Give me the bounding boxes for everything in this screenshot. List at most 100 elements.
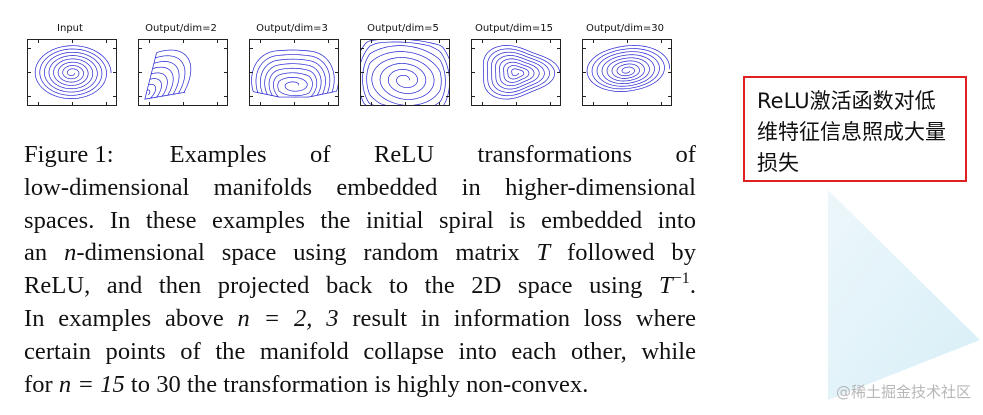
axis-tick <box>294 40 295 43</box>
axis-tick <box>113 48 116 49</box>
axis-tick <box>472 96 475 97</box>
axis-tick <box>28 72 31 73</box>
axis-tick <box>405 102 406 105</box>
axis-tick <box>250 48 253 49</box>
figure-label: Figure 1: <box>24 141 114 168</box>
axis-tick <box>627 102 628 105</box>
spiral-curve <box>361 40 449 105</box>
axis-tick <box>28 48 31 49</box>
panel-dim15: Output/dim=15 <box>464 23 564 110</box>
spiral-plot <box>361 40 449 105</box>
axis-tick <box>149 40 150 43</box>
axis-tick <box>335 96 338 97</box>
axis-tick <box>661 102 662 105</box>
axis-tick <box>557 72 560 73</box>
figure-caption: Figure 1: Examples of ReLU transformation… <box>24 139 696 401</box>
axis-tick <box>72 40 73 43</box>
spiral-plot <box>251 49 338 98</box>
axis-tick <box>446 48 449 49</box>
caption-text: . <box>689 272 696 300</box>
caption-text: Examples of ReLU transformations of <box>169 141 696 168</box>
axis-tick <box>328 40 329 43</box>
axis-tick <box>550 102 551 105</box>
axis-tick <box>328 102 329 105</box>
caption-line: spaces. In these examples the initial sp… <box>24 206 696 234</box>
axis-tick <box>294 102 295 105</box>
math-T: T <box>536 239 551 267</box>
axis-tick <box>583 96 586 97</box>
axis-tick <box>446 96 449 97</box>
axis-tick <box>371 102 372 105</box>
caption-line: Figure 1: Examples of ReLU transformation… <box>24 139 696 172</box>
math-n-15: n = 15 <box>58 370 125 398</box>
axis-tick <box>28 96 31 97</box>
math-superscript: −1 <box>672 270 690 288</box>
panel-title: Output/dim=2 <box>145 23 217 34</box>
axis-tick <box>183 102 184 105</box>
axis-tick <box>482 102 483 105</box>
axis-tick <box>627 40 628 43</box>
axis-tick <box>183 40 184 43</box>
caption-text: to 30 the transformation is highly non-c… <box>124 370 589 398</box>
math-n-values: n = 2, 3 <box>237 304 339 332</box>
caption-text: ReLU, and then projected back to the 2D … <box>24 272 659 300</box>
spiral-plot <box>34 45 112 99</box>
caption-text: followed by <box>550 239 696 267</box>
axis-tick <box>260 102 261 105</box>
panel-title: Output/dim=5 <box>367 23 439 34</box>
axis-tick <box>260 40 261 43</box>
axis-tick <box>439 40 440 43</box>
axis-tick <box>371 40 372 43</box>
caption-text: an <box>24 239 65 267</box>
axis-tick <box>472 72 475 73</box>
math-n: n <box>64 239 77 267</box>
plot-area <box>249 39 339 106</box>
decorative-triangle <box>828 190 980 400</box>
spiral-curve <box>482 45 560 100</box>
math-T-inverse: T <box>659 272 673 300</box>
plot-area <box>471 39 561 106</box>
axis-tick <box>557 48 560 49</box>
axis-tick <box>583 72 586 73</box>
spiral-plot <box>144 49 192 100</box>
spiral-plot <box>482 45 560 100</box>
annotation-box: ReLU激活函数对低维特征信息照成大量损失 <box>743 76 967 182</box>
axis-tick <box>149 102 150 105</box>
figure-panels: Input Output/dim=2 Output/dim=3 Output/d… <box>20 23 690 110</box>
panel-input: Input <box>20 23 120 110</box>
panel-dim5: Output/dim=5 <box>353 23 453 110</box>
axis-tick <box>583 48 586 49</box>
axis-tick <box>593 102 594 105</box>
axis-tick <box>224 48 227 49</box>
axis-tick <box>668 72 671 73</box>
axis-tick <box>335 48 338 49</box>
axis-tick <box>516 40 517 43</box>
panel-dim30: Output/dim=30 <box>575 23 675 110</box>
axis-tick <box>139 72 142 73</box>
panel-dim2: Output/dim=2 <box>131 23 231 110</box>
axis-tick <box>335 72 338 73</box>
axis-tick <box>668 48 671 49</box>
panel-title: Input <box>57 23 83 34</box>
axis-tick <box>250 96 253 97</box>
plot-area <box>138 39 228 106</box>
axis-tick <box>113 96 116 97</box>
axis-tick <box>224 96 227 97</box>
caption-line: for n = 15 to 30 the transformation is h… <box>24 369 696 402</box>
spiral-curve <box>251 49 338 98</box>
axis-tick <box>38 40 39 43</box>
axis-tick <box>72 102 73 105</box>
axis-tick <box>106 40 107 43</box>
caption-text: -dimensional space using random matrix <box>76 239 537 267</box>
panel-dim3: Output/dim=3 <box>242 23 342 110</box>
axis-tick <box>557 96 560 97</box>
axis-tick <box>38 102 39 105</box>
axis-tick <box>106 102 107 105</box>
caption-text: result in information loss where <box>338 304 696 332</box>
axis-tick <box>405 40 406 43</box>
axis-tick <box>224 72 227 73</box>
axis-tick <box>139 96 142 97</box>
axis-tick <box>593 40 594 43</box>
axis-tick <box>217 102 218 105</box>
spiral-curve <box>586 45 670 92</box>
